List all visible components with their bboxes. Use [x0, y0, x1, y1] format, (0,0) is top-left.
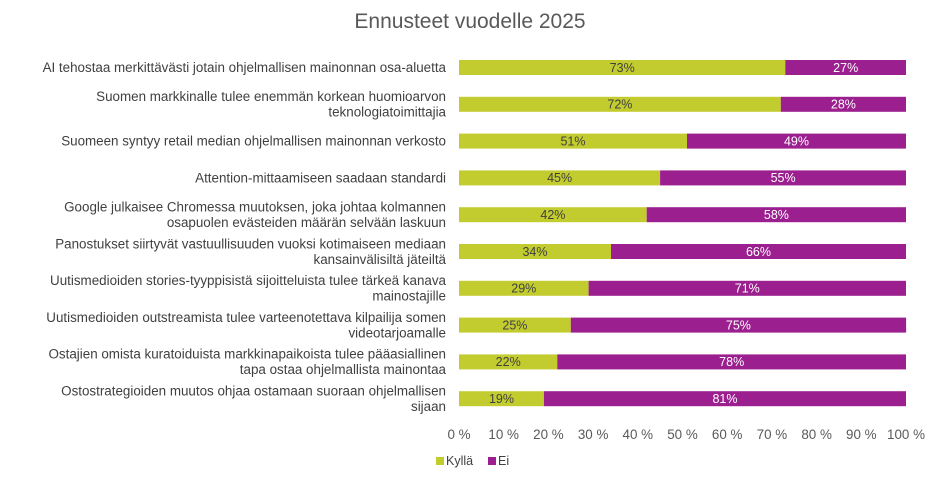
category-label-line: sijaan — [411, 399, 446, 414]
category-label-line: kansainvälisiltä jäteiltä — [314, 252, 447, 267]
data-label: 42% — [540, 208, 565, 222]
x-tick-label: 50 % — [667, 427, 698, 442]
bar-segment-kylla — [459, 391, 544, 407]
data-label: 81% — [712, 392, 737, 406]
data-label: 27% — [833, 61, 858, 75]
data-label: 78% — [719, 355, 744, 369]
x-tick-label: 90 % — [846, 427, 877, 442]
bar-segment-kylla — [459, 60, 786, 75]
bar-segment-kylla — [459, 244, 611, 259]
bar-segment-ei — [687, 133, 906, 149]
category-label: Panostukset siirtyvät vastuullisuuden vu… — [55, 236, 446, 266]
bar-segment-kylla — [459, 317, 571, 333]
data-label: 55% — [771, 171, 796, 185]
category-label-line: Suomeen syntyy retail median ohjelmallis… — [61, 134, 446, 149]
category-label-line: teknologiatoimittajia — [328, 105, 446, 120]
category-label-line: Ostajien omista kuratoiduista markkinapa… — [49, 347, 446, 362]
category-label-line: Uutismedioiden outstreamista tulee varte… — [46, 310, 446, 325]
category-label-line: Attention-mittaamiseen saadaan standardi — [195, 170, 446, 185]
category-label-line: videotarjoamalle — [348, 325, 446, 340]
category-label-line: AI tehostaa merkittävästi jotain ohjelma… — [43, 60, 447, 75]
category-label-line: osapuolen evästeiden määrän selvään lask… — [167, 215, 446, 230]
category-label-line: Ostostrategioiden muutos ohjaa ostamaan … — [61, 383, 446, 398]
legend-label: Ei — [498, 454, 509, 468]
x-tick-label: 30 % — [578, 427, 609, 442]
x-tick-label: 100 % — [887, 427, 925, 442]
data-label: 19% — [489, 392, 514, 406]
data-label: 73% — [610, 61, 635, 75]
legend-label: Kyllä — [446, 454, 473, 468]
data-label: 28% — [831, 98, 856, 112]
legend-swatch — [436, 457, 444, 465]
data-label: 45% — [547, 171, 572, 185]
x-tick-label: 0 % — [447, 427, 470, 442]
bar-segment-ei — [660, 170, 906, 186]
data-label: 34% — [522, 245, 547, 259]
category-label-line: tapa ostaa ohjelmallista mainontaa — [240, 362, 447, 377]
x-tick-label: 80 % — [801, 427, 832, 442]
category-label-line: Google julkaisee Chromessa muutoksen, jo… — [64, 199, 446, 214]
bar-segment-kylla — [459, 133, 687, 149]
legend-swatch — [488, 457, 496, 465]
data-label: 22% — [496, 355, 521, 369]
data-label: 58% — [764, 208, 789, 222]
category-label: Ostostrategioiden muutos ohjaa ostamaan … — [61, 383, 446, 414]
data-label: 71% — [735, 282, 760, 296]
x-tick-label: 20 % — [533, 427, 564, 442]
bar-segment-kylla — [459, 354, 558, 370]
bar-segment-ei — [543, 391, 906, 407]
data-label: 29% — [511, 282, 536, 296]
category-label: Suomen markkinalle tulee enemmän korkean… — [96, 89, 446, 120]
data-label: 25% — [502, 318, 527, 332]
category-label-line: mainostajille — [372, 289, 446, 304]
category-label: Uutismedioiden outstreamista tulee varte… — [46, 310, 446, 341]
bar-segment-kylla — [459, 207, 647, 223]
bar-segment-kylla — [459, 170, 661, 186]
bar-segment-ei — [570, 317, 907, 333]
data-label: 72% — [607, 98, 632, 112]
category-label: Attention-mittaamiseen saadaan standardi — [195, 170, 446, 185]
bar-segment-kylla — [459, 280, 589, 296]
data-label: 51% — [560, 134, 585, 148]
bar-segment-ei — [611, 244, 906, 259]
category-label-line: Uutismedioiden stories-tyyppisistä sijoi… — [50, 273, 447, 288]
bar-segment-kylla — [459, 96, 781, 112]
bar-segment-ei — [588, 280, 906, 296]
chart-title: Ennusteet vuodelle 2025 — [354, 10, 585, 33]
bar-segment-ei — [557, 354, 906, 370]
x-tick-label: 60 % — [712, 427, 743, 442]
x-tick-label: 10 % — [488, 427, 519, 442]
x-tick-label: 40 % — [623, 427, 654, 442]
category-label-line: Panostukset siirtyvät vastuullisuuden vu… — [55, 236, 446, 251]
category-label: Uutismedioiden stories-tyyppisistä sijoi… — [50, 273, 447, 304]
category-label: Ostajien omista kuratoiduista markkinapa… — [49, 347, 447, 378]
category-label-line: Suomen markkinalle tulee enemmän korkean… — [96, 89, 446, 104]
data-label: 49% — [784, 134, 809, 148]
category-label: AI tehostaa merkittävästi jotain ohjelma… — [43, 60, 447, 75]
bar-segment-ei — [780, 96, 906, 112]
bar-segment-ei — [646, 207, 906, 223]
data-label: 66% — [746, 245, 771, 259]
category-label: Suomeen syntyy retail median ohjelmallis… — [61, 134, 446, 149]
bar-segment-ei — [785, 60, 906, 75]
x-tick-label: 70 % — [757, 427, 788, 442]
data-label: 75% — [726, 318, 751, 332]
category-label: Google julkaisee Chromessa muutoksen, jo… — [64, 199, 446, 230]
